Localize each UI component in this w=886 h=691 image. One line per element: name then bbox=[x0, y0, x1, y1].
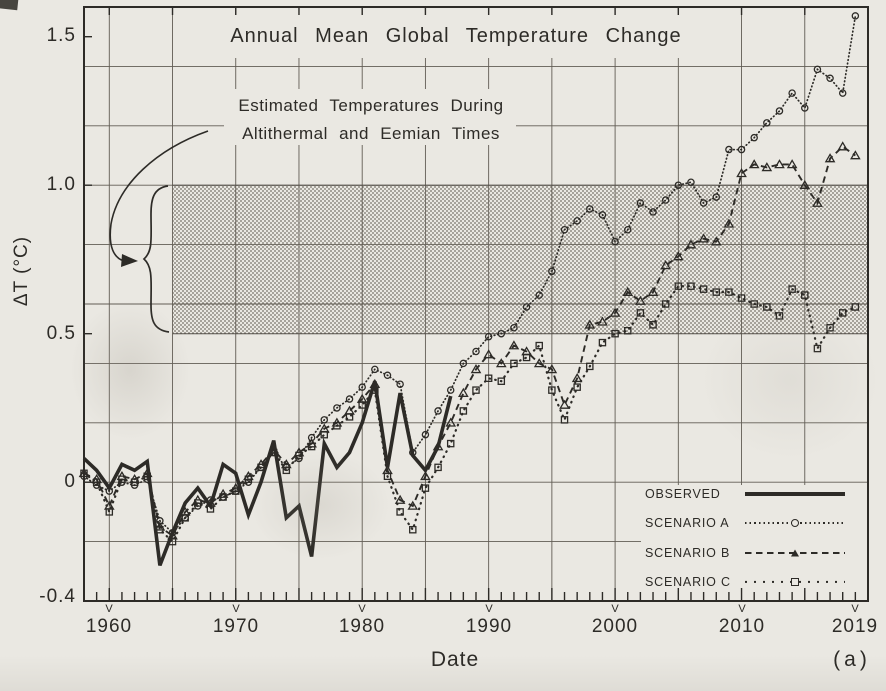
text-mask bbox=[198, 89, 544, 117]
x-tick-label: 1960 bbox=[85, 616, 133, 637]
legend-item-scenario-a: SCENARIO A bbox=[645, 515, 867, 531]
y-axis-title: ΔT (°C) bbox=[11, 235, 32, 307]
triangle-marker-icon bbox=[791, 549, 799, 557]
series-observed-line bbox=[82, 380, 453, 567]
series-scenario-c-line bbox=[82, 285, 857, 544]
solid-line-icon bbox=[745, 492, 845, 496]
y-tick-label: 0.5 bbox=[46, 323, 76, 344]
legend-label: SCENARIO B bbox=[645, 545, 731, 560]
x-tick-1970: V 1970 bbox=[213, 603, 259, 638]
x-tick-1980: V 1980 bbox=[339, 603, 385, 638]
arrowhead-icon bbox=[121, 254, 138, 267]
circle-marker-icon bbox=[791, 519, 799, 528]
annotation-arrow bbox=[109, 130, 209, 262]
text-mask bbox=[224, 117, 516, 145]
x-tick-label: 1990 bbox=[465, 616, 513, 637]
legend-item-scenario-c: SCENARIO C bbox=[645, 574, 867, 590]
plot-border bbox=[83, 6, 869, 602]
text-mask bbox=[203, 15, 708, 58]
x-tick-label: 2010 bbox=[718, 616, 766, 637]
decade-marker-icon: V bbox=[358, 603, 366, 615]
x-axis-title: Date bbox=[430, 648, 480, 671]
legend-item-observed: OBSERVED bbox=[645, 486, 867, 502]
decade-marker-icon: V bbox=[851, 603, 859, 615]
x-tick-1960: V 1960 bbox=[86, 603, 132, 638]
x-tick-2019: V 2019 bbox=[832, 603, 878, 638]
text-mask bbox=[641, 485, 869, 591]
legend-item-scenario-b: SCENARIO B bbox=[645, 545, 867, 561]
series-scenario-a-markers bbox=[80, 12, 860, 537]
square-marker-icon bbox=[791, 577, 799, 586]
scenario-c-line-sample bbox=[745, 577, 845, 587]
x-tick-label: 2019 bbox=[831, 616, 879, 637]
y-tick-label: -0.4 bbox=[39, 586, 76, 607]
band-annotation-line1: Estimated Temperatures During bbox=[238, 96, 504, 115]
scenario-a-line-sample bbox=[745, 518, 845, 528]
x-tick-2010: V 2010 bbox=[719, 603, 765, 638]
x-tick-label: 2000 bbox=[591, 616, 639, 637]
band-annotation-line2: Altithermal and Eemian Times bbox=[242, 124, 500, 143]
panel-label: (a) bbox=[833, 648, 871, 671]
legend-label: OBSERVED bbox=[645, 487, 721, 501]
legend-label: SCENARIO A bbox=[645, 516, 730, 531]
legend-label: SCENARIO C bbox=[645, 574, 731, 589]
scenario-b-line-sample bbox=[745, 548, 845, 558]
axis-ticks bbox=[84, 7, 857, 602]
band-brace bbox=[142, 185, 170, 333]
legend: OBSERVED SCENARIO A SCENARIO B SCENARIO … bbox=[645, 486, 867, 590]
decade-marker-icon: V bbox=[485, 603, 493, 615]
decade-marker-icon: V bbox=[105, 603, 113, 615]
y-tick-label: 1.0 bbox=[46, 174, 76, 195]
y-tick-label: 1.5 bbox=[46, 25, 76, 46]
x-tick-label: 1970 bbox=[212, 616, 260, 637]
x-tick-1990: V 1990 bbox=[466, 603, 512, 638]
decade-marker-icon: V bbox=[738, 603, 746, 615]
band-annotation: Estimated Temperatures During Altitherma… bbox=[238, 92, 503, 148]
decade-marker-icon: V bbox=[611, 603, 619, 615]
y-tick-label: 0 bbox=[64, 471, 76, 492]
chart-title: Annual Mean Global Temperature Change bbox=[230, 25, 682, 47]
decade-marker-icon: V bbox=[232, 603, 240, 615]
observed-line-sample bbox=[745, 489, 845, 499]
x-tick-2000: V 2000 bbox=[592, 603, 638, 638]
x-tick-label: 1980 bbox=[338, 616, 386, 637]
estimated-temperature-band bbox=[172, 185, 869, 334]
